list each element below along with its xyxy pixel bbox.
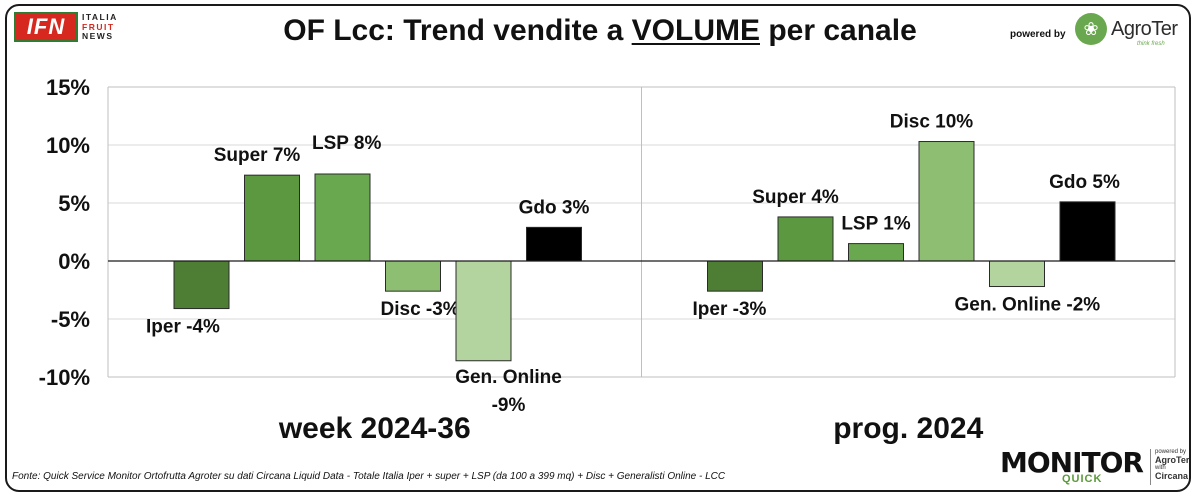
ifn-logo-words: ITALIA FRUIT NEWS bbox=[82, 12, 118, 41]
ifn-logo-mark: IFN bbox=[14, 12, 78, 42]
y-tick-label: -5% bbox=[51, 307, 90, 332]
agroter-logo-name: AgroTer bbox=[1111, 18, 1178, 40]
data-label: Iper -4% bbox=[146, 317, 220, 338]
y-tick-label: 10% bbox=[46, 133, 90, 158]
monitor-quick-logo: MONITOR QUICK powered by AgroTer with Ci… bbox=[1000, 446, 1190, 488]
quick-logo-text: QUICK bbox=[1062, 473, 1103, 485]
bar-disc bbox=[918, 141, 975, 262]
bar-super bbox=[244, 174, 300, 262]
bar-super bbox=[777, 216, 834, 262]
data-label: Iper -3% bbox=[693, 299, 767, 320]
agroter-logo-tagline: think fresh bbox=[1137, 41, 1165, 47]
y-tick-label: 5% bbox=[58, 191, 90, 216]
bar-gdo bbox=[1059, 201, 1116, 262]
data-label: Super 4% bbox=[752, 187, 839, 208]
bar-iper bbox=[707, 260, 763, 292]
bar-iper bbox=[173, 260, 230, 310]
bar-disc bbox=[385, 260, 441, 292]
data-label: LSP 8% bbox=[312, 133, 381, 154]
bar-gdo bbox=[526, 226, 582, 262]
tree-icon: ❀ bbox=[1075, 13, 1107, 45]
data-label: -9% bbox=[492, 395, 526, 416]
chart-title: OF Lcc: Trend vendite a VOLUME per canal… bbox=[283, 14, 917, 47]
bar-gen-online bbox=[989, 260, 1045, 288]
data-label: Gen. Online -2% bbox=[955, 295, 1101, 316]
bar-lsp bbox=[314, 173, 371, 262]
mini-logos: powered by AgroTer with Circana bbox=[1155, 449, 1190, 481]
bar-gen-online bbox=[455, 260, 512, 362]
data-label: Disc -3% bbox=[381, 299, 460, 320]
data-label: Gdo 5% bbox=[1049, 172, 1120, 193]
data-label: LSP 1% bbox=[841, 214, 910, 235]
data-label: Disc 10% bbox=[890, 112, 974, 133]
panel-label: week 2024-36 bbox=[278, 412, 471, 445]
chart-frame bbox=[5, 4, 1191, 492]
data-label: Gdo 3% bbox=[519, 197, 590, 218]
powered-by-text: powered by bbox=[1010, 29, 1066, 40]
ifn-logo: IFN ITALIA FRUIT NEWS bbox=[14, 12, 134, 44]
panel-label: prog. 2024 bbox=[833, 412, 983, 445]
source-note: Fonte: Quick Service Monitor Ortofrutta … bbox=[12, 471, 726, 482]
y-tick-label: 15% bbox=[46, 75, 90, 100]
data-label: Super 7% bbox=[214, 145, 301, 166]
monitor-logo-text: MONITOR bbox=[1000, 446, 1144, 479]
logo-separator bbox=[1150, 449, 1151, 485]
y-tick-label: 0% bbox=[58, 249, 90, 274]
data-label: Gen. Online bbox=[455, 367, 562, 388]
agroter-logo: ❀ AgroTer think fresh bbox=[1075, 10, 1185, 50]
y-tick-label: -10% bbox=[39, 365, 90, 390]
bar-lsp bbox=[848, 243, 904, 262]
